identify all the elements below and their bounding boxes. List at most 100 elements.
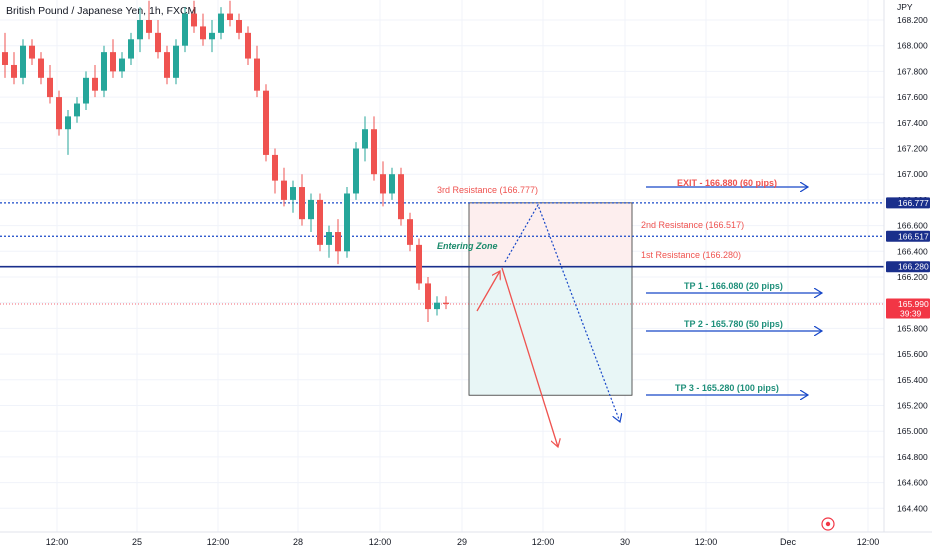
price-tag (886, 197, 930, 209)
candle-body (443, 302, 449, 304)
candle-body (74, 103, 80, 117)
grid-lines (0, 0, 884, 532)
time-tick-label: 12:00 (369, 537, 392, 547)
third-resistance-label: 3rd Resistance (166.777) (437, 185, 538, 195)
price-tag (886, 261, 930, 273)
time-axis: 12:00 25 12:00 28 12:00 29 12:00 30 12:00 Dec 12:0… (0, 531, 932, 547)
price-tag-label: 165.990 (898, 299, 929, 309)
candle-body (290, 187, 296, 200)
candle-body (182, 13, 188, 46)
candle-body (326, 232, 332, 245)
candle-body (389, 174, 395, 194)
candle-body (83, 77, 89, 104)
candle-body (29, 45, 35, 59)
candle-body (227, 13, 233, 20)
price-tick-label: 167.200 (897, 144, 928, 154)
candle-body (20, 45, 26, 78)
candle-body (101, 52, 107, 91)
down-arrow (501, 267, 558, 447)
candle-body (254, 58, 260, 91)
candle-body (299, 187, 305, 220)
time-tick-label: 30 (620, 537, 630, 547)
candle-body (92, 77, 98, 91)
time-tick-label: 25 (132, 537, 142, 547)
candle-body (425, 283, 431, 310)
candle-body (308, 199, 314, 220)
time-tick-label: Dec (780, 537, 797, 547)
candle-body (119, 58, 125, 72)
price-tick-label: 165.400 (897, 375, 928, 385)
candle-body (362, 129, 368, 149)
countdown-label: 39:39 (900, 308, 922, 318)
candle-body (47, 77, 53, 98)
scenario-path (504, 203, 620, 422)
candle-body (245, 32, 251, 59)
price-tag-label: 166.517 (898, 231, 929, 241)
sell-zone (468, 202, 633, 268)
candle-body (191, 13, 197, 27)
candle-body (344, 193, 350, 252)
time-tick-label: 12:00 (695, 537, 718, 547)
first-resistance-label: 1st Resistance (166.280) (641, 250, 741, 260)
candle-body (38, 58, 44, 78)
alert-icon-dot (825, 521, 831, 527)
price-tick-label: 165.000 (897, 426, 928, 436)
time-tick-label: 12:00 (532, 537, 555, 547)
candle-body (380, 174, 386, 194)
alert-icon[interactable] (821, 517, 835, 531)
candle-body (317, 199, 323, 245)
candle-body (164, 52, 170, 78)
price-tick-label: 167.600 (897, 92, 928, 102)
candle-body (218, 13, 224, 33)
candle-body (146, 20, 152, 33)
candle-body (137, 20, 143, 40)
price-tick-label: 167.800 (897, 66, 928, 76)
price-tag-label: 166.777 (898, 198, 929, 208)
price-tick-label: 168.000 (897, 41, 928, 51)
price-tick-label: 165.800 (897, 323, 928, 333)
candle-body (371, 129, 377, 175)
trade-zones (468, 202, 633, 396)
candle-body (128, 39, 134, 59)
candle-body (281, 180, 287, 200)
second-resistance-label: 2nd Resistance (166.517) (641, 220, 744, 230)
price-tick-label: 166.200 (897, 272, 928, 282)
target-zone (468, 266, 633, 396)
entry-arrow (476, 271, 500, 312)
candle-body (110, 52, 116, 72)
candles (2, 0, 449, 322)
price-tick-label: 164.800 (897, 452, 928, 462)
candle-body (155, 32, 161, 53)
price-tag (886, 298, 930, 319)
candle-body (11, 64, 17, 78)
candle-body (407, 219, 413, 245)
price-tick-label: 164.600 (897, 478, 928, 488)
tp2-label: TP 2 - 165.780 (50 pips) (684, 319, 783, 329)
time-tick-label: 12:00 (46, 537, 69, 547)
candle-body (263, 90, 269, 155)
candle-body (236, 20, 242, 33)
level-lines (0, 202, 884, 305)
candle-body (209, 32, 215, 40)
time-tick-label: 28 (293, 537, 303, 547)
time-tick-label: 12:00 (857, 537, 880, 547)
drawings (476, 187, 822, 447)
candle-body (2, 52, 8, 65)
tp1-label: TP 1 - 166.080 (20 pips) (684, 281, 783, 291)
price-tag (886, 230, 930, 242)
price-tick-label: 166.600 (897, 221, 928, 231)
price-tick-label: 168.200 (897, 15, 928, 25)
candle-body (56, 97, 62, 130)
price-tag-label: 166.280 (898, 262, 929, 272)
exit-label: EXIT - 166.880 (60 pips) (677, 178, 777, 188)
candle-body (173, 45, 179, 78)
time-tick-label: 29 (457, 537, 467, 547)
tp3-label: TP 3 - 165.280 (100 pips) (675, 383, 779, 393)
price-tick-label: 165.600 (897, 349, 928, 359)
candle-body (416, 244, 422, 284)
currency-label: JPY (897, 2, 913, 12)
candle-body (272, 154, 278, 181)
candle-body (398, 174, 404, 220)
